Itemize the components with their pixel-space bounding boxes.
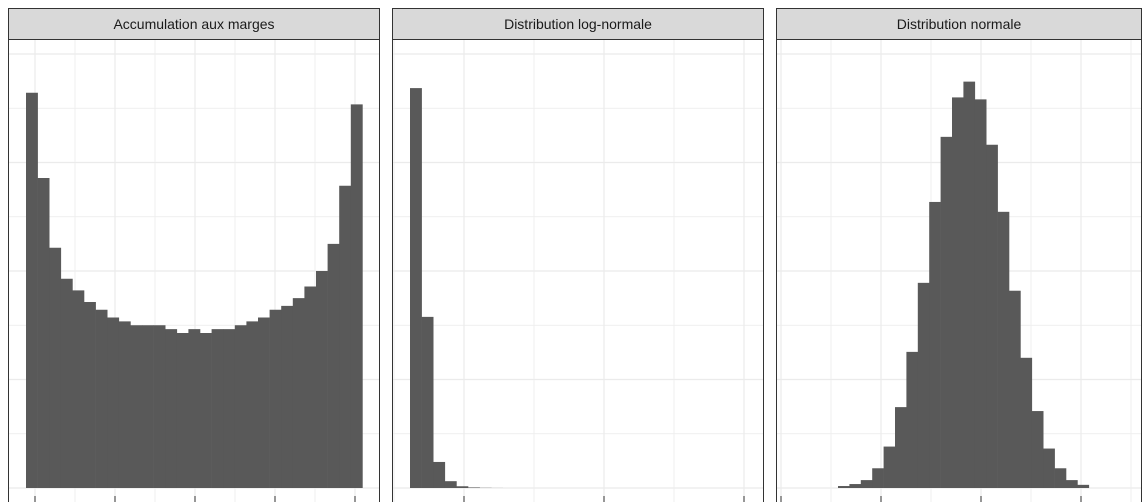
histogram-bar	[1077, 484, 1090, 488]
histogram-bar	[974, 99, 987, 488]
histogram-bar	[860, 480, 873, 488]
histogram-bar	[421, 316, 434, 488]
facet-panel	[392, 40, 764, 502]
histogram-bar	[1043, 448, 1055, 488]
histogram-bar	[917, 282, 930, 488]
histogram-bar	[200, 333, 212, 488]
histogram-bar	[246, 321, 259, 489]
histogram-bar	[60, 278, 73, 488]
histogram-bar	[838, 486, 850, 488]
histogram-bar	[1066, 480, 1078, 488]
histogram-plot	[777, 40, 1141, 502]
histogram-bar	[292, 298, 305, 489]
histogram-bar	[444, 481, 457, 488]
histogram-bar	[258, 317, 270, 488]
histogram-bar	[153, 325, 166, 488]
facet-title: Distribution normale	[896, 16, 1022, 32]
histogram-bar	[304, 286, 317, 488]
histogram-bar	[107, 317, 120, 488]
histogram-bar	[468, 487, 480, 488]
histogram-bar	[84, 302, 96, 488]
histogram-bar	[49, 247, 62, 488]
histogram-bar	[269, 309, 282, 488]
histogram-bar	[410, 88, 422, 488]
histogram-bar	[188, 329, 201, 489]
histogram-bar	[849, 484, 862, 488]
histogram-bar	[350, 104, 363, 489]
facet-panel	[776, 40, 1142, 502]
facet-title: Distribution log-normale	[504, 16, 652, 32]
histogram-bar	[872, 468, 884, 488]
histogram-plot	[393, 40, 763, 502]
histogram-bar	[130, 325, 143, 488]
histogram-bar	[234, 325, 247, 488]
histogram-bar	[1031, 411, 1044, 488]
histogram-bar	[211, 329, 224, 489]
histogram-bar	[176, 333, 189, 488]
histogram-bar	[952, 97, 964, 489]
histogram-bar	[142, 325, 154, 488]
histogram-bar	[940, 136, 953, 488]
histogram-bar	[1009, 290, 1021, 488]
histogram-bar	[895, 407, 907, 488]
histogram-bar	[1020, 357, 1033, 488]
facet-title: Accumulation aux marges	[113, 16, 275, 32]
histogram-bar	[963, 81, 976, 488]
facet-log-normal: Distribution log-normale	[392, 8, 764, 502]
histogram-bar	[26, 92, 38, 488]
histogram-bar	[118, 321, 131, 489]
histogram-bar	[95, 309, 108, 488]
facet-strip: Distribution normale	[776, 8, 1142, 40]
histogram-bar	[327, 243, 340, 489]
facet-normal: Distribution normale	[776, 8, 1142, 502]
facet-strip: Distribution log-normale	[392, 8, 764, 40]
histogram-bar	[1054, 468, 1067, 488]
histogram-bar	[986, 144, 998, 488]
histogram-bar	[72, 290, 85, 489]
histogram-bar	[223, 329, 236, 489]
histogram-bar	[997, 211, 1010, 488]
histogram-bar	[883, 446, 896, 488]
histogram-bar	[37, 178, 50, 488]
facet-accumulation: Accumulation aux marges	[8, 8, 380, 502]
histogram-bar	[906, 351, 919, 488]
histogram-bar	[316, 271, 328, 488]
histogram-bar	[339, 185, 352, 488]
histogram-bar	[281, 305, 294, 489]
histogram-plot	[9, 40, 379, 502]
histogram-bar	[456, 486, 469, 488]
histogram-bar	[929, 201, 941, 488]
histogram-bar	[433, 461, 446, 488]
facet-strip: Accumulation aux marges	[8, 8, 380, 40]
histogram-bar	[165, 329, 178, 489]
facet-panel	[8, 40, 380, 502]
